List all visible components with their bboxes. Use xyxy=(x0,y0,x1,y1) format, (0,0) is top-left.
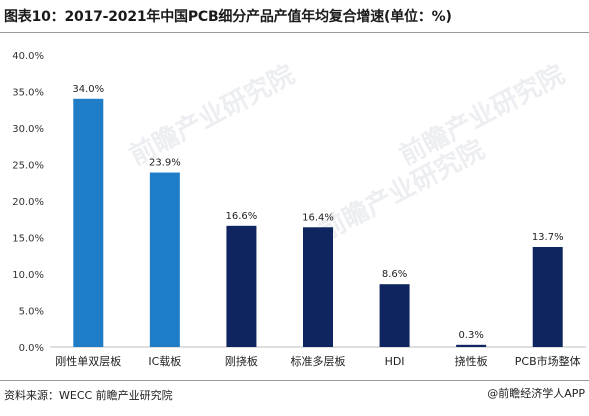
bar-chart: 0.0% 5.0% 10.0% 15.0% 20.0% 25.0% 30.0% 35.0% 40… xyxy=(12,51,586,368)
footer-divider xyxy=(0,380,589,381)
bar-1 xyxy=(73,98,104,347)
y-tick-label: 25.0% xyxy=(12,161,44,172)
y-tick-label: 35.0% xyxy=(12,88,44,99)
y-tick-label: 20.0% xyxy=(12,197,44,208)
data-label: 23.9% xyxy=(149,158,181,169)
bar-7 xyxy=(532,246,563,347)
y-tick-label: 15.0% xyxy=(12,234,44,245)
x-tick-label: 挠性板 xyxy=(455,354,488,368)
source-note: 资料来源：WECC 前瞻产业研究院 xyxy=(4,389,173,402)
bar-2 xyxy=(149,172,180,347)
x-tick-label: IC载板 xyxy=(148,354,181,368)
x-tick-label: HDI xyxy=(385,355,405,368)
x-tick-label: 刚挠板 xyxy=(225,354,258,368)
data-label: 13.7% xyxy=(532,232,564,243)
bar-3 xyxy=(226,225,257,347)
data-label: 34.0% xyxy=(72,84,104,95)
y-tick-label: 30.0% xyxy=(12,124,44,135)
y-tick-label: 5.0% xyxy=(19,307,44,318)
bar-5 xyxy=(379,284,410,347)
y-tick-label: 10.0% xyxy=(12,270,44,281)
data-label: 16.4% xyxy=(302,212,334,223)
x-tick-label: 刚性单双层板 xyxy=(55,354,121,368)
chart-title: 图表10：2017-2021年中国PCB细分产品产值年均复合增速(单位：%) xyxy=(4,9,452,25)
bar-4 xyxy=(303,227,333,347)
data-label: 16.6% xyxy=(226,211,258,222)
brand-label: @前瞻经济学人APP xyxy=(487,385,585,401)
y-tick-label: 40.0% xyxy=(12,51,44,62)
bar-6 xyxy=(456,344,487,347)
x-tick-label: 标准多层板 xyxy=(291,354,346,368)
y-tick-label: 0.0% xyxy=(19,343,44,354)
title-divider xyxy=(0,32,589,33)
data-label: 8.6% xyxy=(382,269,407,280)
data-label: 0.3% xyxy=(458,330,483,341)
brand-text: @前瞻经济学人APP xyxy=(487,387,585,400)
x-tick-label: PCB市场整体 xyxy=(515,354,581,368)
